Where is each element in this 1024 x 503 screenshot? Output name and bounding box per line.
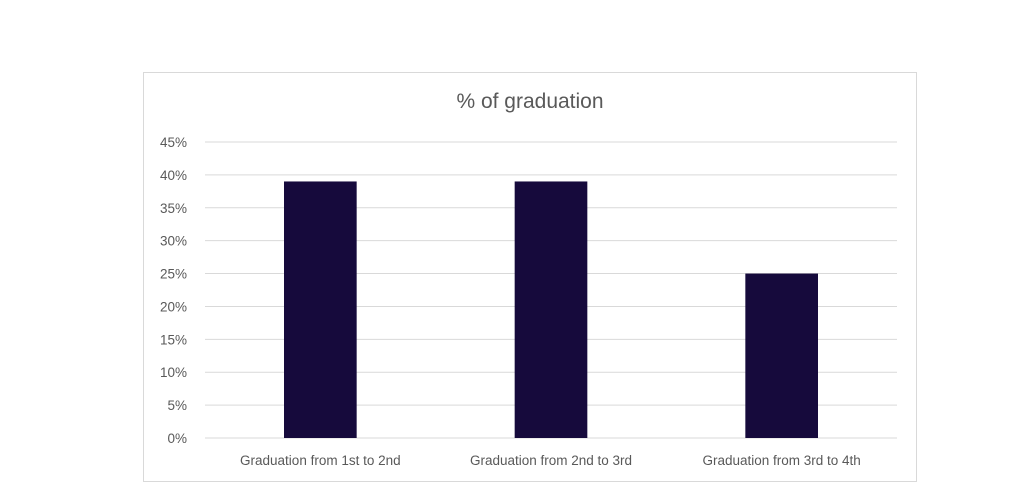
y-tick-label: 35% <box>160 201 187 216</box>
y-tick-label: 30% <box>160 234 187 249</box>
y-tick-label: 40% <box>160 168 187 183</box>
y-tick-label: 5% <box>167 398 187 413</box>
x-tick-label: Graduation from 1st to 2nd <box>240 453 401 468</box>
y-tick-label: 45% <box>160 135 187 150</box>
y-tick-label: 0% <box>167 431 187 446</box>
x-tick-label: Graduation from 3rd to 4th <box>702 453 860 468</box>
bar <box>514 181 588 438</box>
y-tick-label: 20% <box>160 299 187 314</box>
bar <box>745 273 818 438</box>
chart-title: % of graduation <box>456 90 604 113</box>
x-tick-label: Graduation from 2nd to 3rd <box>470 453 632 468</box>
y-tick-label: 25% <box>160 267 187 282</box>
bar <box>284 181 357 438</box>
y-tick-label: 15% <box>160 332 187 347</box>
bar-chart: 0% 5% 10% 15% 20% 25% 30% 35% 40% 45% Graduation f… <box>160 135 897 468</box>
chart-container: % of graduation 0% 5% 10% 15% 20% 25% 30% 35% 40… <box>143 72 917 482</box>
y-tick-label: 10% <box>160 365 187 380</box>
